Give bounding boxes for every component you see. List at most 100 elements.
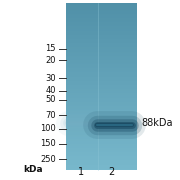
Text: 30: 30 [45, 74, 56, 83]
Bar [66, 42, 136, 43]
Bar [66, 45, 136, 46]
Bar [66, 22, 136, 24]
Bar [66, 137, 136, 138]
Bar [66, 114, 136, 116]
Bar [66, 43, 136, 45]
Bar [66, 95, 136, 96]
Bar [66, 141, 136, 142]
Text: 100: 100 [40, 124, 56, 133]
Bar [66, 70, 136, 71]
Bar [66, 98, 136, 99]
Bar [66, 160, 136, 162]
Bar [66, 14, 136, 15]
Text: 1: 1 [78, 167, 84, 177]
Bar [66, 46, 136, 47]
Bar [66, 15, 136, 17]
Bar [66, 49, 136, 50]
Bar [66, 163, 136, 165]
Bar [66, 19, 136, 21]
Text: 88kDa: 88kDa [142, 118, 173, 128]
Bar [66, 86, 136, 88]
Bar [66, 81, 136, 82]
Bar [66, 50, 136, 51]
Bar [66, 162, 136, 163]
Bar [66, 100, 136, 102]
Bar [66, 140, 136, 141]
Bar [66, 10, 136, 11]
Bar [66, 150, 136, 152]
Bar [66, 3, 136, 4]
Bar [66, 7, 136, 8]
Bar [66, 110, 136, 112]
Bar [66, 127, 136, 128]
Bar [66, 26, 136, 28]
Text: 50: 50 [46, 95, 56, 104]
Bar [66, 68, 136, 70]
Text: kDa: kDa [23, 165, 43, 174]
Bar [66, 66, 136, 67]
Bar [66, 47, 136, 49]
Bar [66, 56, 136, 57]
Bar [66, 84, 136, 85]
Bar [66, 33, 136, 35]
Bar [66, 53, 136, 54]
Bar [66, 60, 136, 61]
Bar [66, 36, 136, 38]
Bar [66, 149, 136, 150]
Text: 2: 2 [108, 167, 114, 177]
Text: 150: 150 [40, 140, 56, 148]
Bar [66, 63, 136, 64]
Bar [66, 64, 136, 66]
Bar [66, 120, 136, 121]
Bar [66, 35, 136, 36]
Bar [66, 38, 136, 39]
Bar [66, 167, 136, 169]
Bar [66, 8, 136, 10]
Bar [66, 158, 136, 159]
Bar [66, 85, 136, 86]
Bar [66, 74, 136, 75]
Bar [66, 54, 136, 56]
Bar [66, 71, 136, 73]
Bar [66, 82, 136, 84]
Bar [66, 105, 136, 106]
Bar [66, 138, 136, 140]
Bar [66, 61, 136, 63]
Bar [66, 145, 136, 146]
Bar [66, 32, 136, 33]
Bar [66, 21, 136, 22]
Bar [66, 155, 136, 156]
Bar [66, 117, 136, 118]
Bar [66, 142, 136, 144]
Bar [66, 123, 136, 124]
Bar [66, 130, 136, 131]
Bar [66, 93, 136, 95]
Text: 20: 20 [46, 56, 56, 65]
Bar [66, 25, 136, 26]
Bar [66, 4, 136, 6]
Bar [66, 88, 136, 89]
Bar [66, 92, 136, 93]
Bar [66, 131, 136, 132]
Bar [66, 144, 136, 145]
Bar [66, 12, 136, 14]
Bar [66, 96, 136, 98]
Bar [66, 77, 136, 78]
Bar [66, 73, 136, 74]
Bar [66, 40, 136, 42]
Bar [66, 153, 136, 155]
Bar [66, 134, 136, 135]
Bar [66, 148, 136, 149]
Bar [66, 24, 136, 25]
Bar [66, 146, 136, 148]
Bar [66, 106, 136, 107]
Bar [66, 166, 136, 167]
Bar [66, 79, 136, 81]
Bar [66, 156, 136, 158]
Bar [66, 102, 136, 103]
Bar [66, 128, 136, 130]
Bar [66, 6, 136, 7]
Bar [66, 17, 136, 18]
Bar [66, 18, 136, 19]
Bar [66, 75, 136, 77]
